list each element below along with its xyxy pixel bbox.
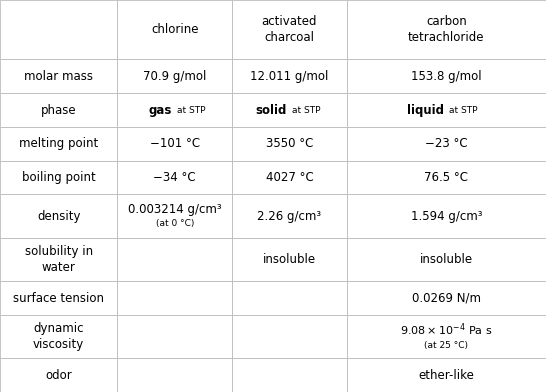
Text: 4027 °C: 4027 °C [265, 171, 313, 184]
Text: ether-like: ether-like [418, 368, 474, 382]
Bar [347, 93, 546, 127]
Bar [232, 0, 347, 60]
Text: liquid: liquid [407, 103, 443, 116]
Text: 153.8 g/mol: 153.8 g/mol [411, 70, 482, 83]
Text: −101 °C: −101 °C [150, 137, 200, 150]
Text: 70.9 g/mol: 70.9 g/mol [143, 70, 206, 83]
Bar [0, 0, 117, 60]
Text: 2.26 g/cm³: 2.26 g/cm³ [257, 210, 322, 223]
Bar [347, 127, 546, 161]
Text: melting point: melting point [19, 137, 98, 150]
Text: boiling point: boiling point [22, 171, 96, 184]
Bar [0, 358, 117, 392]
Text: chlorine: chlorine [151, 23, 198, 36]
Bar [117, 358, 232, 392]
Bar [0, 161, 117, 194]
Text: solid: solid [256, 103, 287, 116]
Bar [117, 281, 232, 315]
Text: at STP: at STP [177, 105, 206, 114]
Bar [117, 93, 232, 127]
Bar [0, 127, 117, 161]
Text: at STP: at STP [449, 105, 478, 114]
Bar [232, 281, 347, 315]
Text: −34 °C: −34 °C [153, 171, 196, 184]
Bar [347, 60, 546, 93]
Bar [347, 238, 546, 281]
Text: insoluble: insoluble [420, 253, 473, 266]
Text: phase: phase [41, 103, 76, 116]
Text: $9.08\times10^{-4}$ Pa s: $9.08\times10^{-4}$ Pa s [400, 322, 492, 338]
Text: at STP: at STP [292, 105, 321, 114]
Bar [232, 358, 347, 392]
Bar [117, 127, 232, 161]
Bar [232, 127, 347, 161]
Bar [117, 0, 232, 60]
Bar [0, 238, 117, 281]
Bar [0, 315, 117, 358]
Text: insoluble: insoluble [263, 253, 316, 266]
Bar [232, 161, 347, 194]
Text: odor: odor [45, 368, 72, 382]
Text: (at 0 °C): (at 0 °C) [156, 220, 194, 229]
Bar [232, 238, 347, 281]
Text: 0.0269 N/m: 0.0269 N/m [412, 292, 481, 305]
Bar [347, 194, 546, 238]
Bar [232, 194, 347, 238]
Bar [117, 194, 232, 238]
Bar [347, 281, 546, 315]
Bar [0, 93, 117, 127]
Bar [117, 161, 232, 194]
Text: density: density [37, 210, 80, 223]
Bar [232, 315, 347, 358]
Text: solubility in
water: solubility in water [25, 245, 93, 274]
Text: carbon
tetrachloride: carbon tetrachloride [408, 15, 485, 44]
Bar [117, 315, 232, 358]
Bar [117, 60, 232, 93]
Bar [232, 60, 347, 93]
Bar [347, 358, 546, 392]
Bar [347, 315, 546, 358]
Bar [0, 281, 117, 315]
Text: gas: gas [149, 103, 172, 116]
Text: (at 25 °C): (at 25 °C) [424, 341, 468, 350]
Text: activated
charcoal: activated charcoal [262, 15, 317, 44]
Text: −23 °C: −23 °C [425, 137, 468, 150]
Text: 3550 °C: 3550 °C [266, 137, 313, 150]
Text: 1.594 g/cm³: 1.594 g/cm³ [411, 210, 482, 223]
Bar [0, 194, 117, 238]
Text: 0.003214 g/cm³: 0.003214 g/cm³ [128, 203, 222, 216]
Bar [347, 0, 546, 60]
Text: molar mass: molar mass [24, 70, 93, 83]
Text: 76.5 °C: 76.5 °C [424, 171, 468, 184]
Bar [0, 60, 117, 93]
Bar [117, 238, 232, 281]
Text: 12.011 g/mol: 12.011 g/mol [250, 70, 329, 83]
Bar [347, 161, 546, 194]
Text: dynamic
viscosity: dynamic viscosity [33, 322, 84, 351]
Text: surface tension: surface tension [13, 292, 104, 305]
Bar [232, 93, 347, 127]
